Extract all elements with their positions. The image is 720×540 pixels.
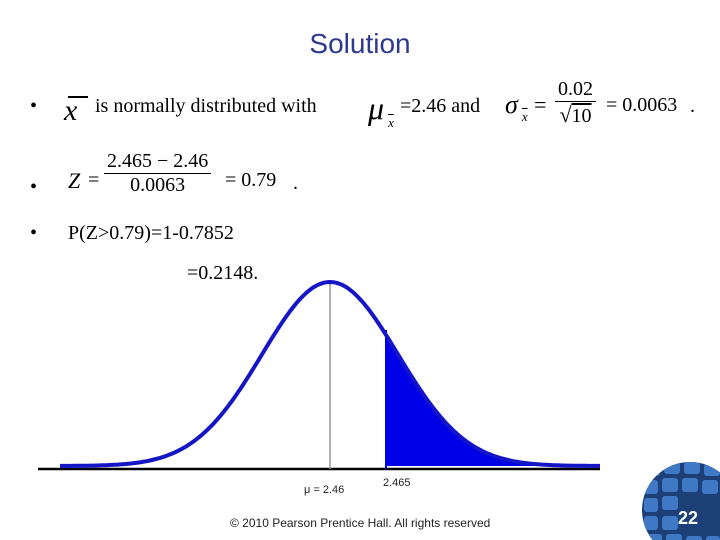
mean-label: μ = 2.46 (304, 484, 345, 496)
mu-subscript: x (388, 115, 394, 130)
mu-letter: μ (368, 90, 385, 126)
z-symbol: Z (68, 168, 81, 193)
probability-line-2: =0.2148. (187, 262, 259, 284)
sigma-eq-sign: = (534, 92, 547, 117)
bullet-1-text-a: is normally distributed with (95, 95, 317, 117)
bullet-1-text-b: =2.46 and (400, 95, 481, 117)
bullet-2-period: . (293, 172, 298, 194)
z-result: = 0.79 (225, 169, 277, 191)
xbar-symbol: x (64, 94, 88, 127)
z-eq-sign: = (88, 169, 100, 191)
sigma-letter: σ (505, 90, 518, 119)
bullet-2-marker: • (30, 176, 38, 198)
right-tail-shaded-area (386, 334, 600, 466)
sigma-fraction-numerator: 0.02 (555, 78, 596, 102)
sigma-fraction-denominator: √10 (559, 102, 592, 127)
probability-line-1: P(Z>0.79)=1-0.7852 (68, 222, 234, 244)
z-fraction-denominator: 0.0063 (130, 174, 186, 196)
z-fraction: 2.465 − 2.46 0.0063 (104, 150, 212, 197)
copyright-footer: © 2010 Pearson Prentice Hall. All rights… (230, 516, 491, 530)
page-number-box (678, 502, 720, 528)
bullet-1-period: . (690, 95, 695, 117)
slide-title: Solution (309, 28, 411, 59)
sigma-result: = 0.0063 (606, 94, 678, 116)
sigma-xbar-symbol: σ x (505, 90, 528, 124)
normal-curve (60, 279, 600, 468)
sqrt-radicand: 10 (571, 105, 592, 127)
sigma-fraction: 0.02 √10 (555, 78, 596, 128)
bullet-1-marker: • (30, 95, 38, 117)
xbar-letter: x (64, 94, 78, 127)
sigma-subscript: x (521, 109, 528, 124)
page-number: 22 (678, 508, 699, 528)
xbar-overline (68, 96, 88, 98)
globe-logo (642, 462, 720, 540)
bullet-3-marker: • (30, 222, 38, 244)
cutoff-label: 2.465 (383, 477, 411, 489)
z-fraction-numerator: 2.465 − 2.46 (104, 150, 212, 174)
mu-xbar-symbol: μ x (368, 90, 394, 130)
